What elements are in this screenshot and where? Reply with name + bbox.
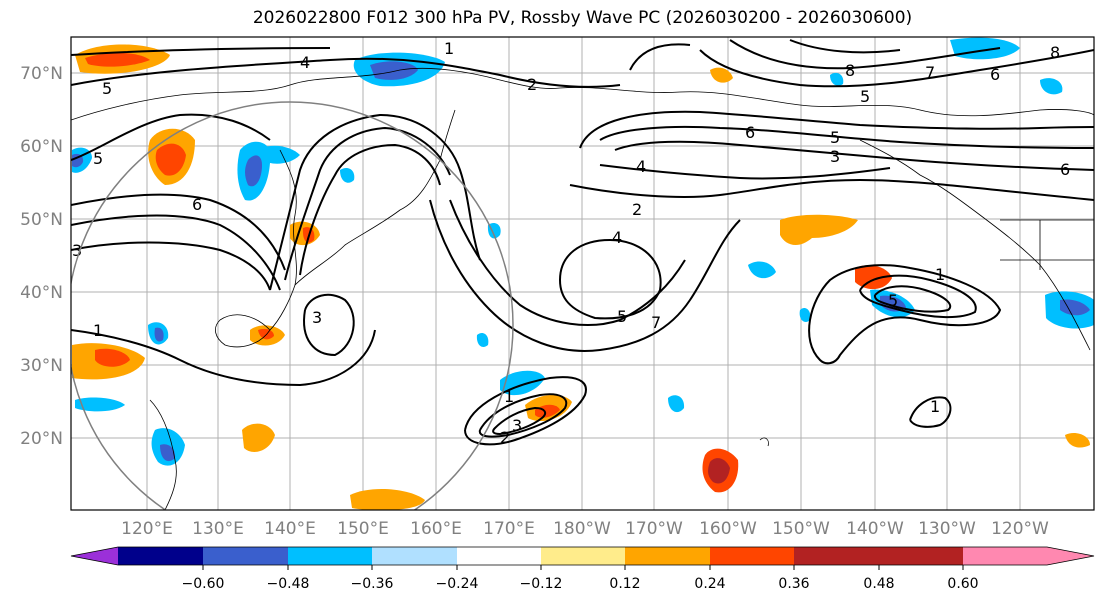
longitude-labels: 120°E 130°E 140°E 150°E 160°E 170°E 180°… <box>121 519 1049 539</box>
contour-label: 1 <box>504 387 514 406</box>
lat-label: 30°N <box>20 356 63 376</box>
lon-label: 140°E <box>264 519 316 539</box>
colorbar-tick: −0.12 <box>520 576 563 592</box>
lat-label: 60°N <box>20 137 63 157</box>
lon-label: 120°W <box>991 519 1049 539</box>
lon-label: 150°W <box>772 519 830 539</box>
contour-label: 3 <box>312 308 322 327</box>
contour-label: 4 <box>300 53 310 72</box>
colorbar-tick: −0.48 <box>267 576 310 592</box>
colorbar-segment <box>288 547 372 565</box>
colorbar-min-extend <box>71 547 118 565</box>
latitude-labels: 70°N 60°N 50°N 40°N 30°N 20°N <box>20 64 63 449</box>
pv-contours <box>71 39 1094 446</box>
lat-label: 20°N <box>20 429 63 449</box>
contour-label: 5 <box>617 307 627 326</box>
lat-label: 50°N <box>20 210 63 230</box>
lon-label: 120°E <box>121 519 173 539</box>
lon-label: 180°W <box>553 519 611 539</box>
lon-label: 160°E <box>410 519 462 539</box>
contour-label: 5 <box>93 149 103 168</box>
colorbar-tick: 0.60 <box>947 576 978 592</box>
colorbar-tick: −0.60 <box>182 576 225 592</box>
contour-label: 8 <box>1050 43 1060 62</box>
lon-label: 140°W <box>846 519 904 539</box>
contour-label: 5 <box>102 79 112 98</box>
colorbar-segment <box>963 547 1047 565</box>
colorbar-segment <box>625 547 710 565</box>
contour-label: 5 <box>888 291 898 310</box>
colorbar-tick: −0.36 <box>351 576 394 592</box>
contour-label: 2 <box>500 428 510 447</box>
contour-label: 2 <box>632 200 642 219</box>
colorbar-max-extend <box>1047 547 1094 565</box>
coastlines <box>71 67 1094 510</box>
contour-label: 3 <box>830 147 840 166</box>
colorbar-tick: −0.24 <box>436 576 479 592</box>
colorbar-segment <box>372 547 457 565</box>
contour-label: 6 <box>745 123 755 142</box>
contour-label: 6 <box>192 195 202 214</box>
colorbar: −0.60 −0.48 −0.36 −0.24 −0.12 0.12 0.24 … <box>70 546 1095 592</box>
lon-label: 130°E <box>192 519 244 539</box>
map-title: 2026022800 F012 300 hPa PV, Rossby Wave … <box>252 8 913 28</box>
colorbar-segment <box>541 547 625 565</box>
contour-label: 1 <box>444 39 454 58</box>
colorbar-segment <box>879 547 963 565</box>
colorbar-tick: 0.12 <box>609 576 640 592</box>
lon-label: 170°W <box>625 519 683 539</box>
lon-label: 170°E <box>483 519 535 539</box>
contour-label: 8 <box>845 61 855 80</box>
lon-label: 160°W <box>699 519 757 539</box>
contour-label: 4 <box>612 228 622 247</box>
contour-label: 4 <box>636 157 646 176</box>
contour-label: 3 <box>512 416 522 435</box>
contour-label: 5 <box>860 87 870 106</box>
colorbar-segment <box>118 547 203 565</box>
colorbar-segment <box>794 547 879 565</box>
colorbar-segment <box>203 547 288 565</box>
colorbar-segment <box>457 547 541 565</box>
colorbar-tick: 0.24 <box>694 576 725 592</box>
lat-label: 70°N <box>20 64 63 84</box>
contour-label: 1 <box>93 321 103 340</box>
contour-label: 6 <box>1060 160 1070 179</box>
lat-label: 40°N <box>20 283 63 303</box>
lon-label: 150°E <box>337 519 389 539</box>
contour-label: 7 <box>651 313 661 332</box>
contour-label: 7 <box>925 63 935 82</box>
graticule <box>71 37 1094 510</box>
colorbar-segment <box>710 547 794 565</box>
contour-labels: 5 4 5 6 3 1 3 2 4 5 7 2 3 2 1 6 5 3 4 8 … <box>72 39 1070 447</box>
contour-label: 3 <box>72 241 82 260</box>
colorbar-tick: 0.36 <box>778 576 809 592</box>
contour-label: 5 <box>830 128 840 147</box>
contour-label: 6 <box>990 65 1000 84</box>
contour-label: 2 <box>527 75 537 94</box>
contour-label: 1 <box>935 265 945 284</box>
radius-circle <box>71 101 514 510</box>
colorbar-tick: 0.48 <box>863 576 894 592</box>
plot-frame <box>70 36 1095 511</box>
lon-label: 130°W <box>918 519 976 539</box>
contour-label: 1 <box>930 397 940 416</box>
